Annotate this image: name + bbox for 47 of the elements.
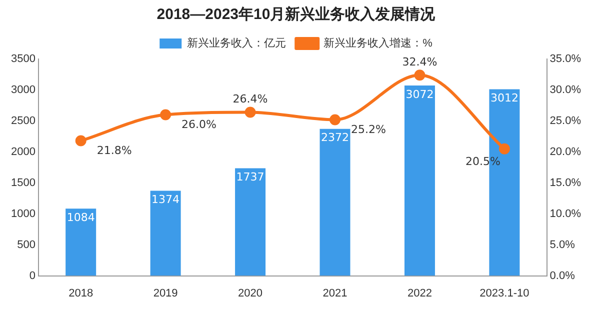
- data-label: 1737: [236, 170, 264, 184]
- y-tick-label: 500: [17, 238, 36, 251]
- y2-tick-label: 30.0%: [550, 84, 582, 96]
- bar: [66, 208, 96, 276]
- y-tick-label: 3500: [10, 53, 36, 66]
- bar: [404, 86, 435, 276]
- point: [160, 109, 172, 120]
- y2-tick-label: 5.0%: [550, 238, 576, 251]
- y2-tick-label: 25.0%: [550, 114, 582, 127]
- chart-title: 2018—2023年10月新兴业务收入发展情况: [156, 5, 436, 24]
- point: [414, 70, 426, 81]
- data-label: 25.2%: [351, 123, 386, 136]
- legend-label: 新兴业务收入增速：%: [324, 36, 433, 50]
- x-tick-label: 2021: [322, 287, 348, 300]
- x-tick-label: 2020: [238, 287, 263, 300]
- y-tick-label: 1000: [10, 208, 36, 220]
- y2-tick-label: 10.0%: [550, 208, 582, 220]
- data-label: 2372: [321, 131, 349, 144]
- y2-tick-label: 0.0%: [550, 270, 576, 282]
- x-tick-label: 2022: [407, 287, 432, 300]
- y-tick-label: 2000: [10, 146, 36, 158]
- legend-label: 新兴业务收入：亿元: [187, 36, 286, 50]
- x-tick-label: 2018: [68, 287, 94, 300]
- point: [244, 106, 256, 118]
- data-label: 32.4%: [402, 55, 438, 68]
- data-label: 1374: [152, 193, 180, 206]
- y-tick-label: 2500: [10, 114, 36, 127]
- data-label: 26.0%: [182, 118, 217, 132]
- point: [75, 135, 86, 146]
- bar: [150, 190, 181, 276]
- y2-tick-label: 35.0%: [550, 53, 582, 66]
- x-tick-label: 2019: [153, 287, 178, 300]
- y-tick-label: 0: [29, 270, 36, 282]
- y-tick-label: 1500: [10, 176, 36, 189]
- x-tick-label: 2023.1-10: [480, 287, 530, 300]
- data-label: 26.4%: [232, 92, 268, 106]
- y2-tick-label: 15.0%: [550, 176, 582, 189]
- data-label: 21.8%: [96, 144, 132, 158]
- point: [498, 143, 510, 154]
- point: [330, 114, 340, 126]
- bar: [320, 128, 350, 276]
- bar: [235, 168, 266, 276]
- data-label: 3012: [490, 92, 518, 105]
- y-tick-label: 3000: [10, 84, 36, 96]
- y2-tick-label: 20.0%: [550, 146, 582, 158]
- data-label: 3072: [406, 88, 434, 101]
- data-label: 1084: [66, 211, 95, 224]
